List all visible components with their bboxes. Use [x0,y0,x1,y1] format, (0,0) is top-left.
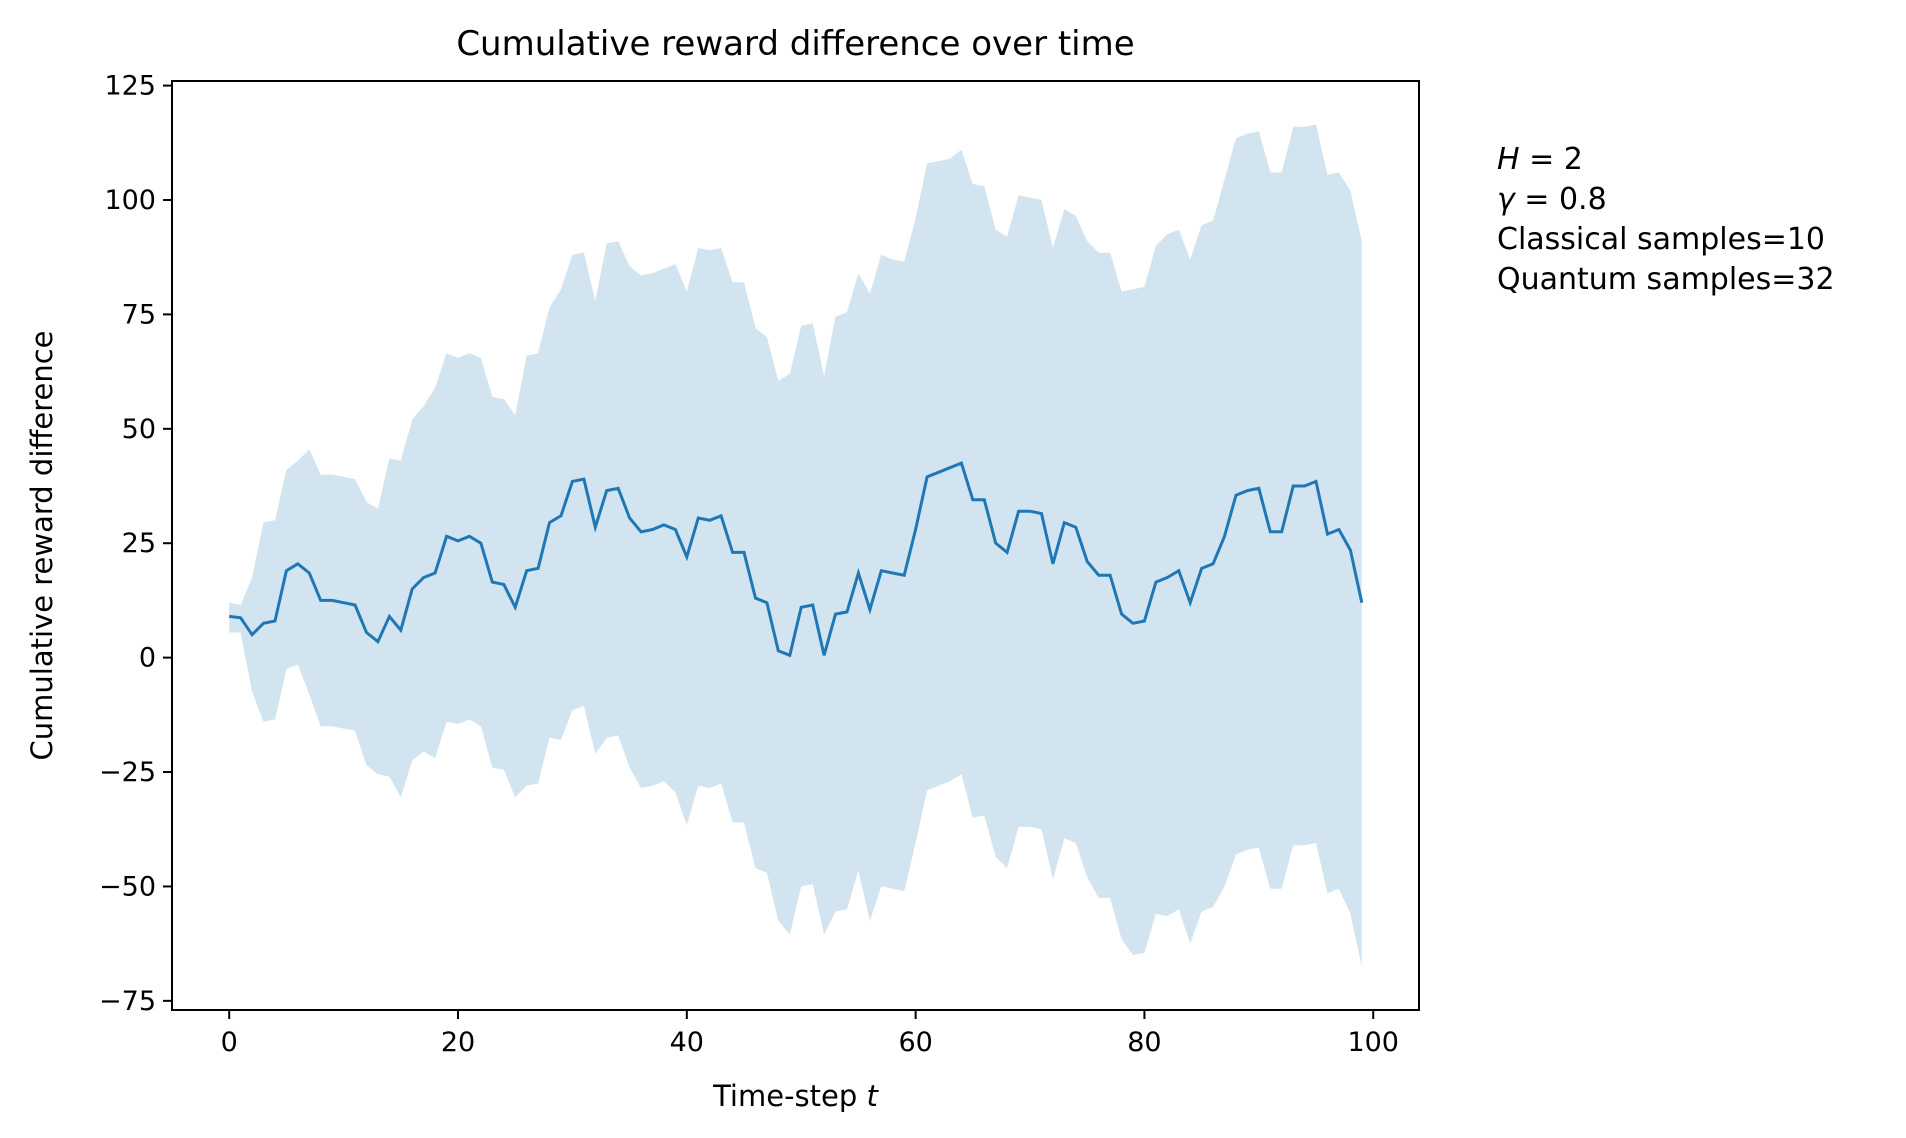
y-tick-label: 0 [139,643,156,674]
confidence-band [229,124,1362,967]
chart-title: Cumulative reward difference over time [456,24,1134,64]
y-tick-label: 25 [122,528,156,559]
x-tick-label: 0 [221,1027,238,1058]
x-axis-label: Time-step t [712,1079,879,1113]
gamma-param: γ = 0.8 [1497,180,1835,220]
horizon-value: = 2 [1519,142,1583,177]
y-axis-ticks: −75 −50 −25 0 25 50 75 100 125 [99,71,172,1017]
y-axis-label: Cumulative reward difference [25,331,59,761]
x-axis-label-var: t [867,1079,880,1113]
horizon-var: H [1497,142,1520,177]
mean-line [229,461,1364,658]
plot-area [229,124,1364,967]
classical-samples: Classical samples=10 [1497,222,1826,257]
y-tick-label: −50 [99,871,156,902]
x-tick-label: 60 [898,1027,932,1058]
gamma-value: = 0.8 [1514,182,1607,217]
quantum-samples: Quantum samples=32 [1497,262,1835,297]
y-tick-label: 100 [104,185,156,216]
x-axis-label-text: Time-step [712,1079,857,1113]
x-tick-label: 20 [441,1027,475,1058]
horizon-param: H = 2 [1497,140,1835,180]
x-tick-label: 80 [1127,1027,1161,1058]
y-tick-label: −75 [99,986,156,1017]
parameter-annotation: H = 2 γ = 0.8 Classical samples=10 Quant… [1497,140,1835,300]
x-tick-label: 40 [670,1027,704,1058]
y-tick-label: 75 [122,299,156,330]
gamma-var: γ [1497,182,1515,217]
y-tick-label: −25 [99,757,156,788]
x-axis-ticks: 0 20 40 60 80 100 [221,1010,1399,1058]
axes-frame [171,80,1420,1011]
y-tick-label: 50 [122,414,156,445]
y-tick-label: 125 [104,71,156,102]
x-tick-label: 100 [1347,1027,1399,1058]
